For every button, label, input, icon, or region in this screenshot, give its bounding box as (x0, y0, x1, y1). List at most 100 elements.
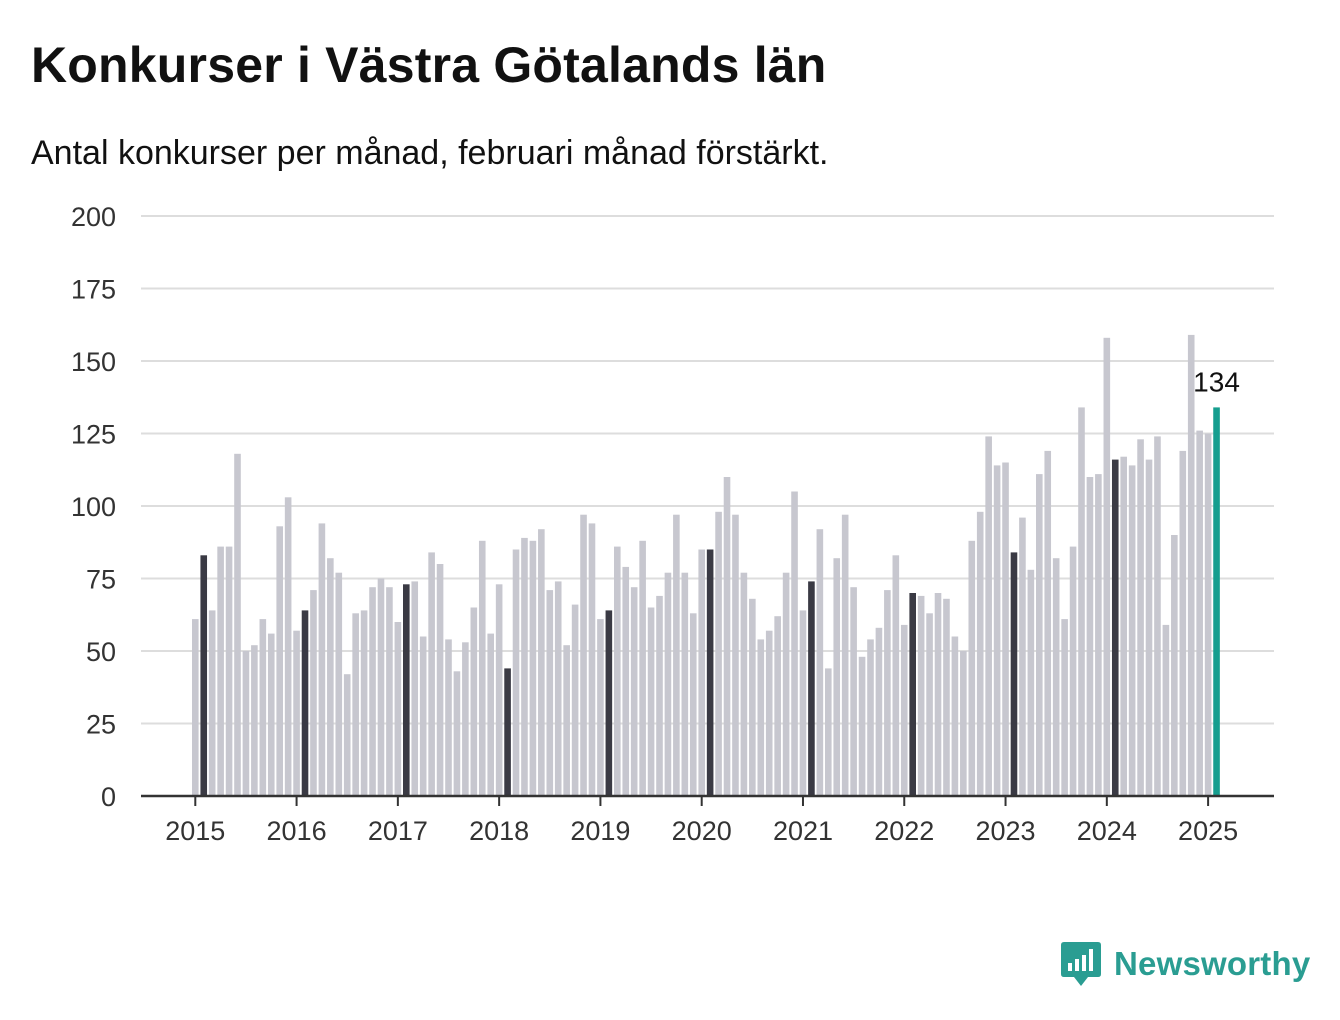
bar (259, 619, 267, 796)
bar (1086, 477, 1094, 796)
bar (960, 651, 967, 796)
bar (765, 630, 773, 796)
y-tick-label: 0 (101, 782, 116, 812)
bar (867, 639, 874, 796)
bar (900, 624, 908, 796)
x-tick-label: 2024 (1077, 816, 1137, 846)
x-tick-label: 2021 (773, 816, 833, 846)
bar (445, 639, 452, 796)
bar (749, 598, 756, 796)
bar (892, 555, 900, 796)
x-tick-label: 2016 (267, 816, 327, 846)
bar (1137, 439, 1144, 796)
bar (580, 514, 587, 796)
bar (546, 590, 554, 796)
bar (1044, 450, 1052, 796)
bar (985, 436, 992, 796)
bar (774, 616, 781, 796)
x-tick-label: 2020 (672, 816, 732, 846)
bar (225, 546, 233, 796)
bar (825, 668, 832, 796)
bar (740, 572, 748, 796)
bar (267, 633, 275, 796)
bar-february (605, 610, 613, 796)
bar (1036, 474, 1043, 796)
bar (934, 593, 942, 796)
x-axis-tick-labels: 2015 2016 2017 2018 2019 2020 2021 2022 2023 2024… (165, 816, 1238, 846)
bar (251, 645, 258, 796)
bars (192, 334, 1220, 796)
bar (926, 613, 933, 796)
y-axis-tick-labels: 0 25 50 75 100 125 150 175 200 (71, 202, 116, 812)
bar (1103, 337, 1111, 796)
bar (841, 514, 849, 796)
bar (377, 578, 385, 796)
bar (217, 546, 224, 796)
x-tick-label: 2017 (368, 816, 428, 846)
bar-february (301, 610, 309, 796)
bar-february (403, 584, 410, 796)
bar (1162, 624, 1170, 796)
bar (1019, 517, 1026, 796)
x-axis (141, 794, 1274, 806)
bar-february (808, 581, 815, 796)
x-tick-label: 2019 (570, 816, 630, 846)
bar (1002, 462, 1009, 796)
bar (799, 610, 807, 796)
bar (318, 523, 326, 796)
bar (681, 572, 689, 796)
bar (495, 584, 503, 796)
bar (689, 613, 697, 796)
bar (293, 630, 300, 796)
bar (554, 581, 562, 796)
bar (234, 453, 241, 796)
bar (242, 651, 250, 796)
bar-february (1010, 552, 1018, 796)
bar (622, 566, 630, 796)
x-tick-label: 2023 (976, 816, 1036, 846)
bar-february (1111, 459, 1119, 796)
brand: Newsworthy (1060, 940, 1310, 988)
bar (478, 540, 486, 796)
bar (1078, 407, 1085, 796)
bar (1120, 456, 1127, 796)
bar (394, 622, 402, 796)
bar-latest (1213, 407, 1220, 796)
chart-subtitle: Antal konkurser per månad, februari måna… (31, 134, 829, 172)
bar (943, 598, 950, 796)
bar (1171, 535, 1178, 796)
bar (875, 627, 883, 796)
bar (850, 587, 857, 796)
bar (597, 619, 604, 796)
bar (529, 540, 537, 796)
bar (419, 636, 427, 796)
bar (1069, 546, 1077, 796)
bar (715, 511, 722, 796)
bar (656, 595, 663, 796)
bar (1145, 459, 1153, 796)
bar (1061, 619, 1068, 796)
bar (647, 607, 655, 796)
bar (664, 572, 672, 796)
data-labels: 134 (1193, 366, 1240, 397)
bar (723, 477, 731, 796)
bar (858, 656, 866, 796)
bar (462, 642, 469, 796)
y-tick-label: 125 (71, 420, 116, 450)
bar (757, 639, 765, 796)
bar (976, 511, 984, 796)
bar (630, 587, 638, 796)
bar (521, 537, 528, 796)
bar (791, 491, 798, 796)
bar (1128, 465, 1136, 796)
bar (1196, 430, 1203, 796)
bar (698, 549, 705, 796)
bar (411, 581, 419, 796)
chart-title: Konkurser i Västra Götalands län (31, 37, 827, 93)
bar (588, 523, 596, 796)
bar (335, 572, 343, 796)
bar (563, 645, 570, 796)
bar (386, 587, 393, 796)
bar (993, 465, 1001, 796)
